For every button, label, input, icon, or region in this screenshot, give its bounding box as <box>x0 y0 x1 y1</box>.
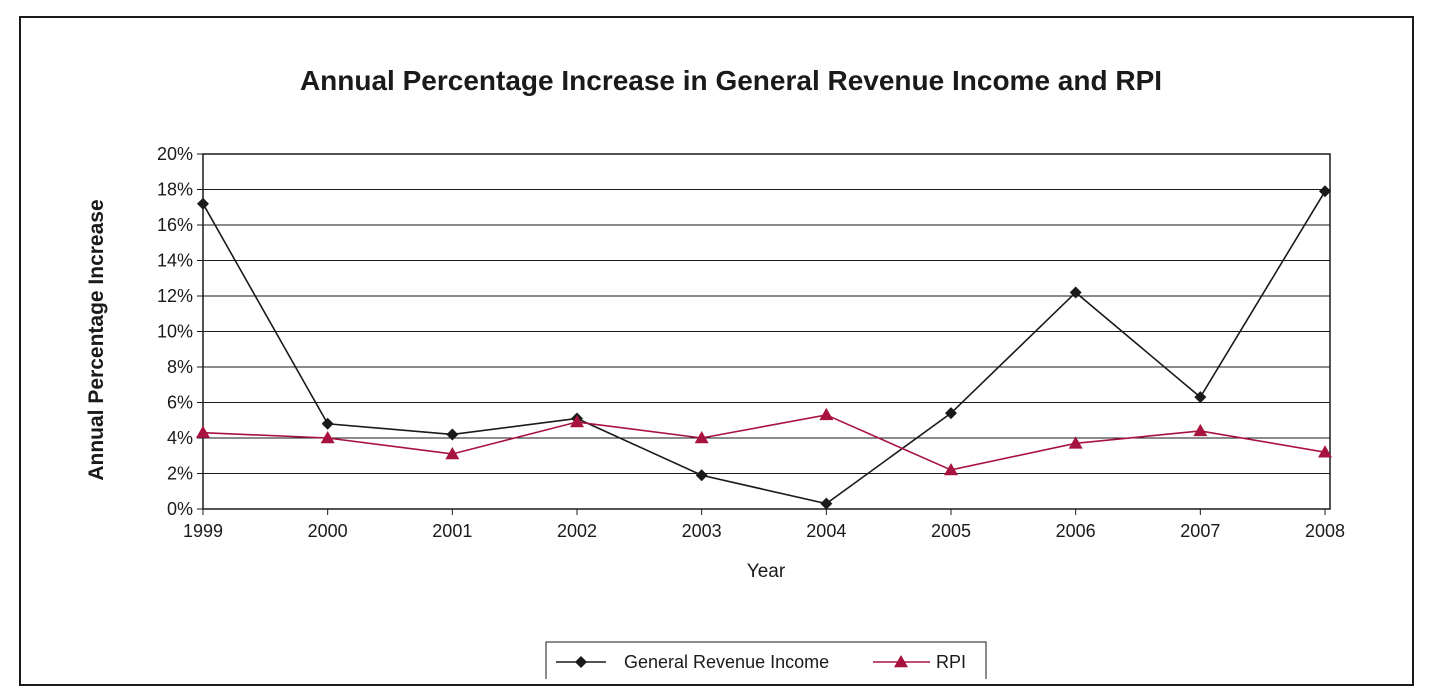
data-point <box>820 497 833 510</box>
data-point <box>320 431 335 444</box>
x-tick-label: 2000 <box>308 521 348 541</box>
data-point <box>1194 391 1207 404</box>
data-point <box>1069 286 1082 299</box>
data-point <box>1068 436 1083 449</box>
x-axis-ticks: 1999 2000 2001 2002 2003 2004 2005 2006 2007 2008 <box>183 509 1345 541</box>
y-axis-ticks: 0% 2% 4% 6% 8% 10% 12% 14% 16% 18% 20% <box>157 144 203 519</box>
data-point <box>570 415 584 428</box>
data-point <box>196 425 210 438</box>
x-tick-label: 2003 <box>682 521 722 541</box>
x-tick-label: 2002 <box>557 521 597 541</box>
data-point <box>695 469 708 482</box>
series-layer <box>196 185 1332 510</box>
data-point <box>1319 185 1331 198</box>
legend-label-general-revenue-income: General Revenue Income <box>624 652 829 672</box>
x-tick-label: 2007 <box>1180 521 1220 541</box>
x-tick-label: 1999 <box>183 521 223 541</box>
x-axis-label: Year <box>747 561 786 582</box>
data-point <box>445 446 460 460</box>
chart-frame <box>19 16 1414 686</box>
data-point <box>321 417 334 430</box>
y-tick-label: 0% <box>167 499 193 519</box>
series-line <box>202 190 1326 505</box>
y-tick-label: 12% <box>157 286 193 306</box>
legend-marker-general-revenue-income <box>575 656 587 668</box>
y-tick-label: 16% <box>157 215 193 235</box>
data-point <box>446 428 459 441</box>
y-tick-label: 20% <box>157 144 193 164</box>
y-tick-label: 4% <box>167 428 193 448</box>
y-tick-label: 8% <box>167 357 193 377</box>
y-tick-label: 10% <box>157 322 193 342</box>
x-tick-label: 2006 <box>1056 521 1096 541</box>
chart-title: Annual Percentage Increase in General Re… <box>300 65 1162 96</box>
legend-box <box>545 641 987 679</box>
y-tick-label: 2% <box>167 464 193 484</box>
x-tick-label: 2005 <box>931 521 971 541</box>
data-point <box>694 431 709 444</box>
y-tick-label: 14% <box>157 251 193 271</box>
x-tick-label: 2001 <box>432 521 472 541</box>
data-point <box>1318 445 1332 458</box>
data-point <box>197 197 209 210</box>
y-tick-label: 6% <box>167 393 193 413</box>
data-point <box>944 462 958 476</box>
legend-marker-rpi <box>894 655 908 668</box>
gridlines <box>203 189 1330 474</box>
data-point <box>819 407 834 421</box>
series-rpi <box>196 407 1332 476</box>
y-axis-label: Annual Percentage Increase <box>85 199 108 480</box>
y-tick-label: 18% <box>157 180 193 200</box>
x-tick-label: 2004 <box>806 521 846 541</box>
x-tick-label: 2008 <box>1305 521 1345 541</box>
series-general-revenue-income <box>197 185 1331 510</box>
data-point <box>1193 423 1208 437</box>
legend-label-rpi: RPI <box>936 652 966 672</box>
series-line <box>202 414 1326 471</box>
legend: General Revenue Income RPI <box>545 641 987 679</box>
data-point <box>945 407 957 420</box>
